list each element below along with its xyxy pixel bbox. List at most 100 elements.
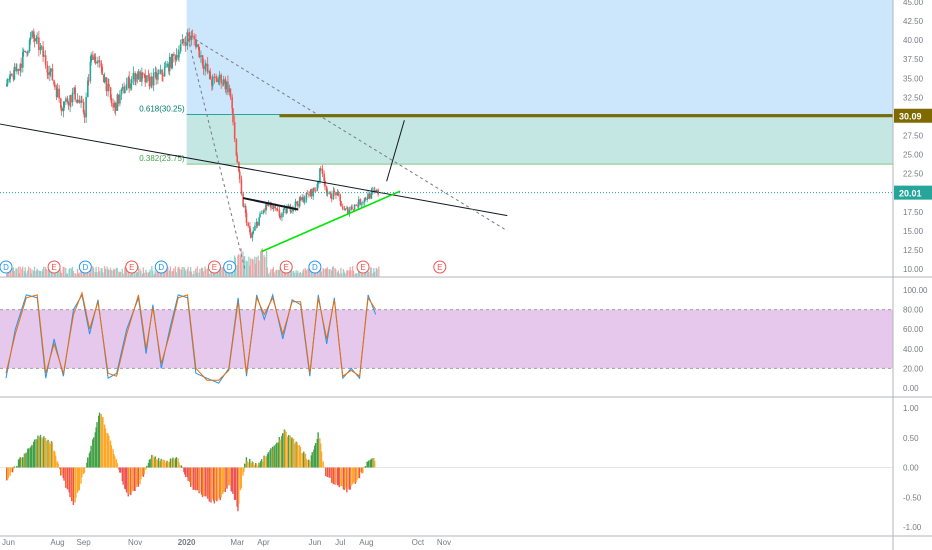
candle-body <box>121 86 124 89</box>
time-tick-label: Jul <box>335 538 345 547</box>
candle-body <box>364 197 367 200</box>
volume-bar <box>50 269 53 277</box>
candle-body <box>82 101 85 113</box>
candle-body <box>16 68 18 72</box>
candle-body <box>245 213 248 224</box>
volume-bar <box>264 257 266 277</box>
volume-bar <box>246 261 248 277</box>
volume-bar <box>135 272 138 277</box>
candle-body <box>146 75 148 83</box>
candle-body <box>228 88 231 93</box>
candle-body <box>168 56 171 72</box>
candle-body <box>225 81 228 90</box>
volume-bar <box>130 273 133 277</box>
volume-bar <box>51 271 53 277</box>
histogram-bar <box>183 467 185 473</box>
histogram-bar <box>125 467 127 490</box>
candle-body <box>71 92 74 103</box>
candle-body <box>351 206 353 210</box>
candle-body <box>332 190 335 199</box>
candle-body <box>305 193 308 200</box>
volume-bar <box>284 271 286 277</box>
stoch-tick-label: 80.00 <box>903 306 924 315</box>
histogram-bar <box>287 436 289 468</box>
histogram-bar <box>260 459 263 468</box>
histogram-bar <box>11 467 14 473</box>
histogram-bar <box>160 458 162 468</box>
volume-bar <box>341 273 343 277</box>
histogram-bar <box>23 453 26 468</box>
volume-bar <box>222 267 224 277</box>
histogram-bar <box>157 459 159 468</box>
volume-bar <box>168 270 171 277</box>
candle-body <box>346 207 348 209</box>
histogram-bar <box>6 467 8 481</box>
candle-body <box>22 51 24 68</box>
candle-body <box>81 100 83 102</box>
candle-body <box>271 208 274 210</box>
candle-body <box>83 112 86 118</box>
histogram-bar <box>357 467 360 479</box>
marker-circle <box>279 260 293 274</box>
histogram-bar <box>90 445 92 468</box>
candle-body <box>238 171 241 180</box>
candle-body <box>205 63 207 67</box>
candle-body <box>49 71 51 75</box>
volume-bar <box>95 266 97 277</box>
volume-bar <box>30 273 32 277</box>
candle-body <box>216 78 218 83</box>
histogram-bar <box>230 467 232 492</box>
histogram-bar <box>248 462 250 468</box>
volume-bar <box>344 273 346 277</box>
candle-body <box>335 192 337 196</box>
volume-bar <box>106 266 108 277</box>
histogram-bar <box>173 459 175 468</box>
histogram-bar <box>348 467 351 490</box>
candle-body <box>54 84 56 88</box>
histogram-bar <box>211 467 213 499</box>
histogram-bar <box>167 461 169 468</box>
candle-body <box>8 79 11 81</box>
volume-bar <box>332 266 334 277</box>
histogram-bar <box>277 442 280 468</box>
histogram-bar <box>362 467 364 474</box>
histogram-bar <box>37 435 39 468</box>
histogram-bar <box>287 435 290 468</box>
histogram-bar <box>128 467 130 495</box>
candle-body <box>85 97 87 118</box>
candle-body <box>357 199 360 207</box>
candle-body <box>242 193 244 207</box>
fib-zone-lower <box>186 114 894 165</box>
time-tick-label: Nov <box>128 538 142 547</box>
volume-bar <box>149 269 151 277</box>
histogram-bar <box>283 429 286 468</box>
histogram-bar <box>66 467 69 490</box>
volume-bar <box>265 250 268 277</box>
histogram-bar <box>201 467 204 498</box>
candle-body <box>55 87 58 98</box>
histogram-bar <box>332 467 335 485</box>
volume-bar <box>184 268 186 277</box>
histogram-bar <box>257 465 259 468</box>
candle-body <box>282 208 285 214</box>
price-tick-label: 45.00 <box>903 0 924 7</box>
histogram-bar <box>141 467 144 477</box>
candle-body <box>90 54 92 62</box>
histogram-bar <box>184 467 187 477</box>
histogram-bar <box>179 465 181 468</box>
volume-bar <box>122 273 124 277</box>
marker-circle <box>0 260 13 274</box>
volume-bar <box>239 255 242 277</box>
histogram-bar <box>33 439 36 468</box>
volume-bar <box>354 273 356 277</box>
volume-bar <box>65 273 68 277</box>
histogram-bar <box>299 446 302 468</box>
candle-body <box>101 66 103 75</box>
histogram-bar <box>210 467 212 503</box>
marker-circle <box>223 260 237 274</box>
volume-bar <box>90 266 92 277</box>
histogram-bar <box>77 467 80 491</box>
volume-bar <box>343 271 345 277</box>
candle-body <box>124 90 126 93</box>
